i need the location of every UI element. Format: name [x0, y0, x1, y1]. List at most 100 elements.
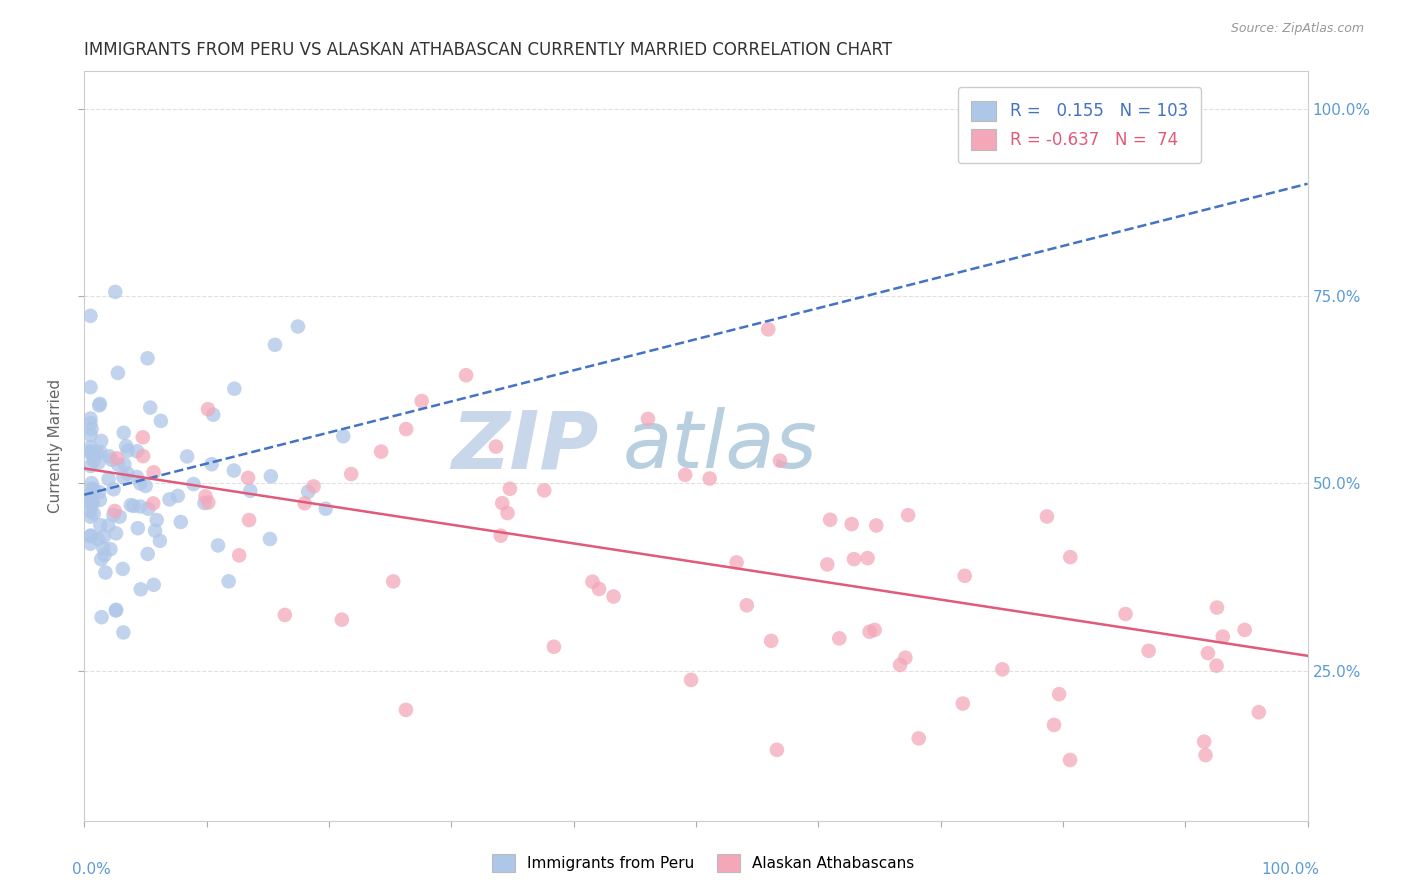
Point: [315, 501, 337, 516]
Point: [489, 528, 512, 542]
Point: [1194, 748, 1216, 763]
Point: [842, 552, 865, 566]
Point: [725, 556, 748, 570]
Point: [136, 547, 159, 561]
Point: [865, 518, 887, 533]
Point: [166, 489, 188, 503]
Point: [111, 562, 134, 576]
Point: [766, 743, 789, 757]
Point: [889, 657, 911, 672]
Point: [294, 496, 316, 510]
Point: [87, 485, 110, 500]
Point: [302, 479, 325, 493]
Point: [274, 607, 297, 622]
Point: [1137, 644, 1160, 658]
Y-axis label: Currently Married: Currently Married: [48, 379, 63, 513]
Point: [411, 394, 433, 409]
Point: [236, 471, 259, 485]
Point: [858, 624, 880, 639]
Point: [105, 603, 128, 617]
Point: [815, 558, 838, 572]
Point: [456, 368, 478, 383]
Point: [127, 521, 149, 535]
Point: [79, 440, 101, 454]
Point: [340, 467, 363, 481]
Point: [104, 285, 127, 299]
Point: [602, 590, 624, 604]
Point: [80, 528, 103, 542]
Point: [97, 472, 120, 486]
Point: [197, 495, 219, 509]
Point: [1059, 753, 1081, 767]
Point: [297, 484, 319, 499]
Point: [117, 467, 139, 481]
Point: [239, 483, 262, 498]
Point: [894, 650, 917, 665]
Point: [1233, 623, 1256, 637]
Point: [907, 731, 929, 746]
Point: [149, 414, 172, 428]
Point: [588, 582, 610, 596]
Point: [82, 482, 104, 496]
Point: [370, 444, 392, 458]
Point: [79, 529, 101, 543]
Point: [856, 551, 879, 566]
Point: [194, 489, 217, 503]
Point: [202, 408, 225, 422]
Point: [681, 673, 703, 687]
Point: [1036, 509, 1059, 524]
Point: [104, 504, 127, 518]
Point: [107, 366, 129, 380]
Point: [120, 498, 142, 512]
Point: [115, 439, 138, 453]
Point: [499, 482, 522, 496]
Point: [79, 504, 101, 518]
Point: [83, 445, 105, 459]
Point: [83, 507, 105, 521]
Point: [79, 495, 101, 509]
Point: [238, 513, 260, 527]
Point: [125, 470, 148, 484]
Point: [136, 351, 159, 366]
Point: [142, 578, 165, 592]
Point: [756, 322, 779, 336]
Point: [193, 496, 215, 510]
Point: [93, 541, 115, 555]
Point: [259, 532, 281, 546]
Point: [83, 454, 105, 468]
Text: ZIP: ZIP: [451, 407, 598, 485]
Point: [1247, 706, 1270, 720]
Point: [79, 537, 101, 551]
Point: [79, 446, 101, 460]
Point: [86, 446, 108, 460]
Point: [1212, 630, 1234, 644]
Point: [129, 500, 152, 514]
Point: [79, 509, 101, 524]
Point: [228, 549, 250, 563]
Point: [581, 574, 603, 589]
Point: [112, 458, 135, 472]
Point: [105, 526, 128, 541]
Text: Source: ZipAtlas.com: Source: ZipAtlas.com: [1230, 22, 1364, 36]
Legend: Immigrants from Peru, Alaskan Athabascans: Immigrants from Peru, Alaskan Athabascan…: [484, 846, 922, 880]
Point: [89, 397, 111, 411]
Point: [485, 440, 508, 454]
Point: [112, 425, 135, 440]
Point: [201, 457, 224, 471]
Point: [170, 515, 193, 529]
Legend: R =   0.155   N = 103, R = -0.637   N =  74: R = 0.155 N = 103, R = -0.637 N = 74: [957, 87, 1201, 163]
Point: [224, 382, 246, 396]
Point: [122, 499, 145, 513]
Point: [543, 640, 565, 654]
Point: [79, 309, 101, 323]
Point: [117, 443, 139, 458]
Point: [100, 542, 122, 557]
Point: [82, 450, 104, 464]
Point: [159, 492, 181, 507]
Point: [125, 444, 148, 458]
Point: [79, 497, 101, 511]
Point: [735, 599, 758, 613]
Point: [93, 529, 115, 543]
Point: [991, 662, 1014, 676]
Point: [80, 422, 103, 436]
